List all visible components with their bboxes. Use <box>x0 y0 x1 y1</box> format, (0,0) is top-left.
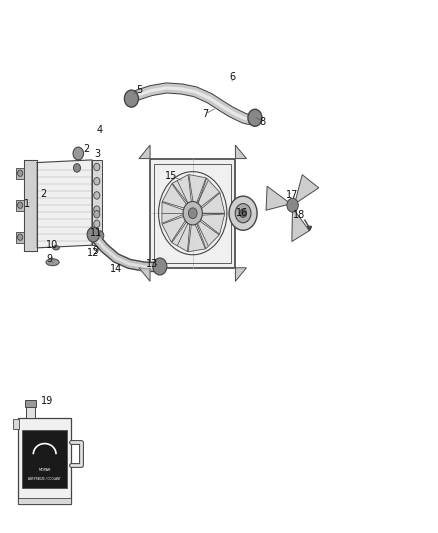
Bar <box>25 400 36 407</box>
Bar <box>16 168 24 179</box>
Text: 18: 18 <box>293 211 305 220</box>
Circle shape <box>94 206 100 213</box>
Text: 1: 1 <box>24 199 30 208</box>
Bar <box>26 407 35 418</box>
Circle shape <box>94 211 100 218</box>
Text: 3: 3 <box>94 149 100 158</box>
Circle shape <box>73 147 84 160</box>
Circle shape <box>240 209 247 217</box>
Text: MOPAR: MOPAR <box>39 467 51 472</box>
Circle shape <box>18 170 23 176</box>
Ellipse shape <box>53 246 59 250</box>
Circle shape <box>94 163 100 171</box>
Circle shape <box>235 204 251 223</box>
Polygon shape <box>188 221 205 252</box>
Polygon shape <box>172 175 192 206</box>
Polygon shape <box>266 187 289 210</box>
Polygon shape <box>292 210 309 241</box>
Circle shape <box>94 192 100 199</box>
Circle shape <box>153 258 167 275</box>
Polygon shape <box>236 268 246 281</box>
Text: 5: 5 <box>136 85 142 94</box>
Circle shape <box>18 234 23 240</box>
Polygon shape <box>172 219 190 252</box>
Circle shape <box>183 201 202 225</box>
Bar <box>13 419 19 429</box>
Text: 13: 13 <box>146 259 159 269</box>
Circle shape <box>87 227 99 242</box>
Polygon shape <box>162 215 187 242</box>
Circle shape <box>287 198 298 212</box>
Polygon shape <box>139 268 150 281</box>
Polygon shape <box>162 202 187 223</box>
Text: 10: 10 <box>46 240 58 250</box>
Polygon shape <box>236 145 246 159</box>
Bar <box>22 430 67 488</box>
Bar <box>18 498 71 504</box>
Polygon shape <box>295 175 319 203</box>
Polygon shape <box>195 219 219 248</box>
Text: 9: 9 <box>92 246 99 255</box>
Polygon shape <box>197 178 219 209</box>
Polygon shape <box>37 160 92 248</box>
Text: 19: 19 <box>41 396 53 406</box>
Polygon shape <box>198 214 225 234</box>
Ellipse shape <box>46 259 59 265</box>
Circle shape <box>94 235 100 242</box>
Polygon shape <box>162 184 188 209</box>
Polygon shape <box>189 175 206 206</box>
Circle shape <box>248 109 262 126</box>
Circle shape <box>94 220 100 228</box>
Bar <box>18 418 71 504</box>
Circle shape <box>96 231 104 240</box>
Text: 16: 16 <box>236 208 248 218</box>
Text: ANTIFREEZE / COOLANT: ANTIFREEZE / COOLANT <box>28 477 61 481</box>
Text: 17: 17 <box>286 190 299 200</box>
Text: 4: 4 <box>97 125 103 135</box>
Text: 15: 15 <box>165 171 177 181</box>
Circle shape <box>188 208 197 219</box>
Text: 11: 11 <box>90 229 102 238</box>
Text: 6: 6 <box>229 72 235 82</box>
Polygon shape <box>24 160 37 251</box>
Bar <box>92 160 102 245</box>
Polygon shape <box>139 145 150 159</box>
Circle shape <box>94 177 100 185</box>
Text: 9: 9 <box>46 254 53 263</box>
Circle shape <box>74 164 81 172</box>
Text: 12: 12 <box>87 248 99 258</box>
Bar <box>16 200 24 211</box>
Text: 7: 7 <box>202 109 208 119</box>
Text: 14: 14 <box>110 264 122 273</box>
Bar <box>16 232 24 243</box>
Bar <box>154 164 231 263</box>
Text: 8: 8 <box>260 117 266 126</box>
Circle shape <box>124 90 138 107</box>
Bar <box>150 159 236 268</box>
Circle shape <box>229 196 257 230</box>
Text: 2: 2 <box>41 189 47 199</box>
Text: 2: 2 <box>84 144 90 154</box>
Polygon shape <box>199 193 225 213</box>
Circle shape <box>18 202 23 208</box>
